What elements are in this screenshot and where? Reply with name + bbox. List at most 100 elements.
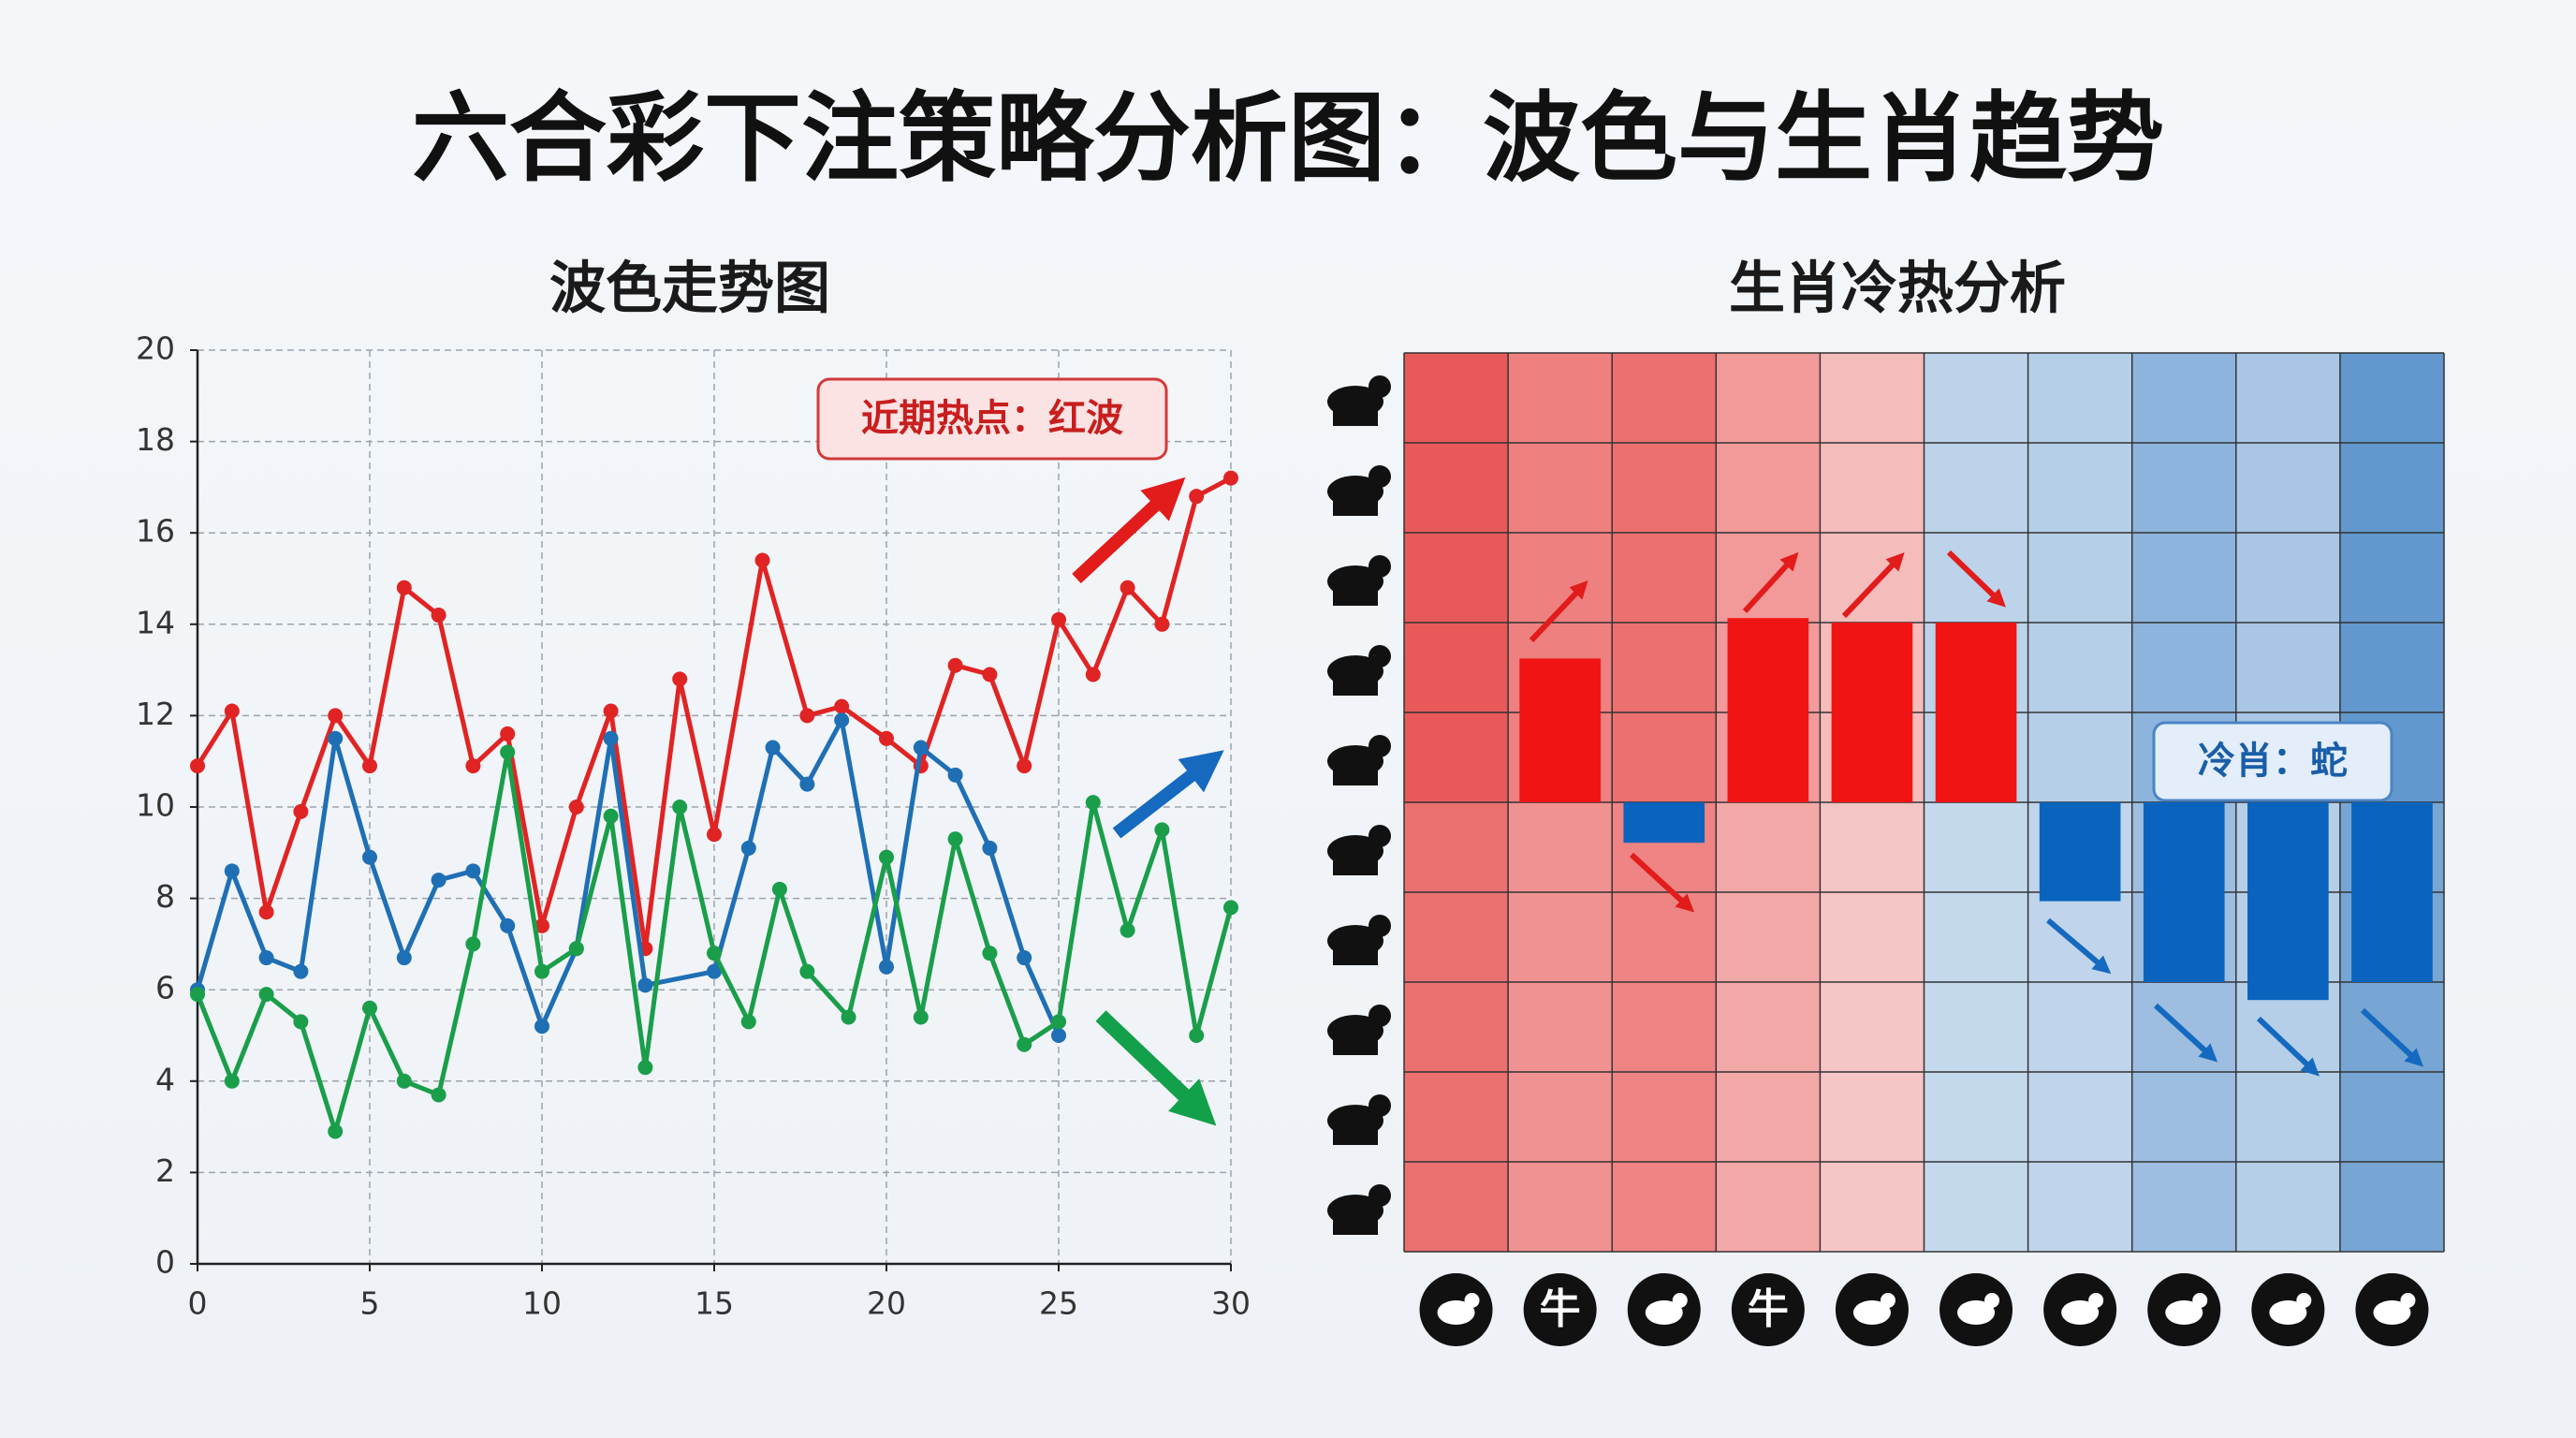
- data-point: [293, 963, 309, 979]
- x-tick-label: 10: [522, 1285, 562, 1322]
- y-tick-label: 12: [136, 696, 175, 732]
- data-point: [1017, 1036, 1032, 1052]
- annotation: 冷肖：蛇: [2152, 721, 2393, 802]
- y-tick-label: 14: [136, 604, 175, 640]
- row-icon-head: [1368, 555, 1391, 578]
- animal-head: [2296, 1293, 2312, 1308]
- data-point: [500, 726, 516, 741]
- series-line: [195, 717, 1061, 1037]
- animal-silhouette: [1645, 1300, 1683, 1325]
- category-icon: [1523, 1273, 1597, 1346]
- data-point: [740, 1014, 756, 1030]
- arrow: [2153, 1003, 2218, 1063]
- y-tick-label: 18: [136, 421, 175, 458]
- arrow: [1946, 550, 2006, 608]
- data-point: [258, 904, 274, 920]
- data-point: [1154, 616, 1170, 632]
- arrow: [1095, 1010, 1217, 1126]
- data-point: [1085, 667, 1101, 682]
- bar: [2247, 802, 2329, 1001]
- x-tick-label: 5: [360, 1285, 380, 1322]
- data-point: [190, 987, 205, 1003]
- row-icon-head: [1368, 1094, 1391, 1117]
- row-icon-legs: [1333, 948, 1378, 965]
- data-point: [1154, 822, 1170, 838]
- column-shade: [1924, 802, 2028, 1252]
- bar: [1935, 623, 2017, 802]
- data-point: [465, 936, 481, 952]
- y-tick-label: 2: [155, 1152, 175, 1189]
- data-point: [707, 963, 722, 979]
- animal-head: [2400, 1293, 2416, 1308]
- x-tick-label: 0: [188, 1285, 208, 1322]
- data-point: [224, 863, 240, 879]
- data-point: [534, 917, 549, 933]
- x-tick-label: 30: [1211, 1285, 1251, 1322]
- data-point: [879, 730, 894, 746]
- arrow: [2256, 1016, 2320, 1077]
- bar: [1519, 658, 1601, 802]
- data-point: [258, 987, 274, 1003]
- trend-arrows: [1072, 477, 2424, 1126]
- row-icon-legs: [1333, 1128, 1378, 1145]
- data-point: [362, 1000, 377, 1016]
- bar: [2351, 802, 2433, 982]
- column-shade: [1820, 802, 1925, 1252]
- animal-head: [1672, 1293, 1688, 1308]
- arrow: [1742, 551, 1799, 614]
- annotation: 近期热点：红波: [816, 377, 1168, 461]
- annotation-box: [2152, 721, 2393, 802]
- data-point: [328, 708, 344, 724]
- heatmap: 牛牛: [1327, 352, 2445, 1346]
- animal-head: [2192, 1293, 2208, 1308]
- row-icon-legs: [1333, 858, 1378, 875]
- data-point: [568, 800, 584, 814]
- annotation-box: [816, 377, 1168, 461]
- data-point: [1051, 1028, 1066, 1043]
- arrow: [1629, 852, 1695, 913]
- y-tick-label: 8: [155, 878, 175, 915]
- data-point: [707, 827, 722, 843]
- row-icon-head: [1368, 645, 1391, 668]
- x-tick-label: 25: [1039, 1285, 1078, 1322]
- data-point: [947, 767, 963, 783]
- data-point: [841, 1009, 856, 1025]
- row-icon-legs: [1333, 409, 1378, 426]
- y-tick-label: 4: [155, 1061, 175, 1097]
- series-line: [195, 476, 1233, 951]
- data-point: [1051, 611, 1066, 627]
- bar: [2143, 802, 2225, 982]
- data-point: [1017, 950, 1032, 966]
- data-point: [293, 1014, 309, 1030]
- row-icon-legs: [1333, 679, 1378, 696]
- data-point: [224, 703, 240, 719]
- column-shade: [1508, 802, 1613, 1252]
- data-point: [947, 657, 963, 673]
- data-point: [328, 730, 344, 746]
- animal-head: [1880, 1293, 1895, 1308]
- data-point: [982, 667, 998, 682]
- arrow: [2360, 1007, 2424, 1067]
- data-point: [431, 1087, 446, 1103]
- data-point: [603, 808, 619, 824]
- row-icon-legs: [1333, 769, 1378, 785]
- row-icon-legs: [1333, 499, 1378, 516]
- data-point: [1189, 1028, 1205, 1043]
- row-icon-head: [1368, 915, 1391, 937]
- row-icon-head: [1368, 1005, 1391, 1027]
- animal-head: [1464, 1293, 1480, 1308]
- data-point: [913, 1009, 929, 1025]
- x-tick-label: 牛: [1748, 1285, 1789, 1333]
- data-point: [740, 840, 756, 856]
- y-tick-label: 6: [155, 970, 175, 1006]
- animal-silhouette: [2373, 1300, 2411, 1325]
- data-point: [1120, 922, 1135, 938]
- data-point: [1085, 795, 1101, 811]
- animal-silhouette: [2269, 1300, 2307, 1325]
- data-point: [534, 1019, 549, 1034]
- data-point: [534, 963, 549, 979]
- bar: [1623, 802, 1705, 844]
- data-point: [982, 840, 998, 856]
- data-point: [834, 712, 850, 728]
